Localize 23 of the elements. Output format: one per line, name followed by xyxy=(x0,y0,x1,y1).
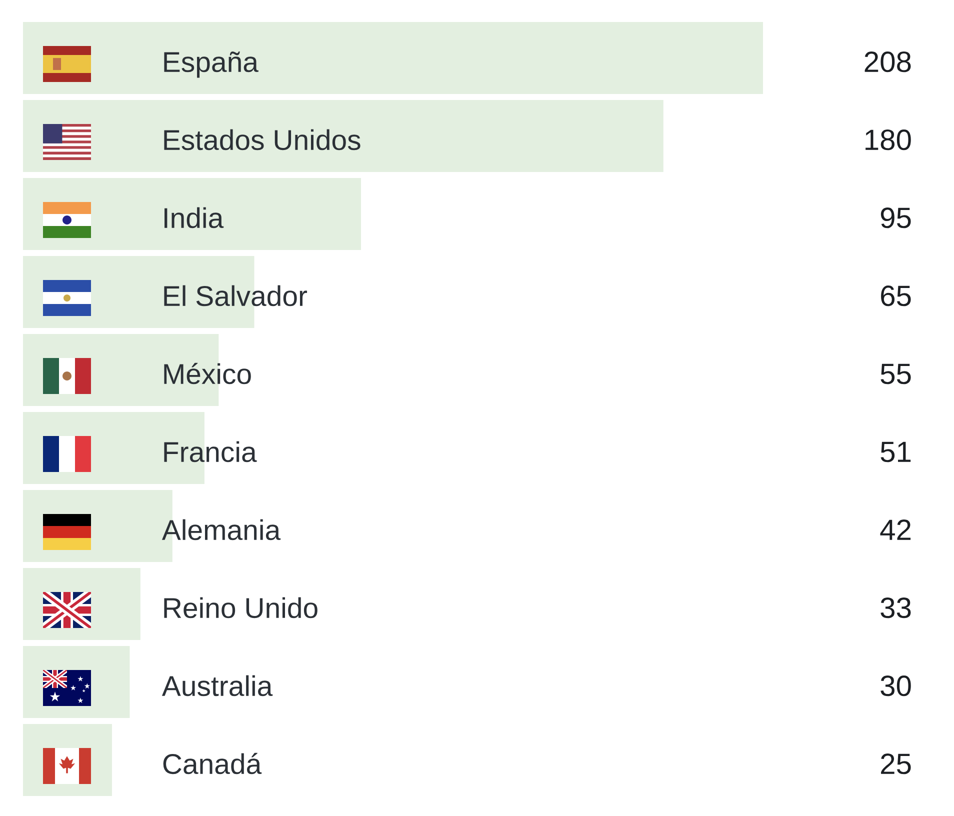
data-label: 208 xyxy=(864,52,911,72)
data-label: 25 xyxy=(881,754,911,774)
data-label: 42 xyxy=(880,520,911,540)
data-label: 95 xyxy=(880,208,911,228)
data-label: 65 xyxy=(881,286,911,306)
y-tick-label: Australia xyxy=(162,675,273,696)
y-tick-label: Francia xyxy=(164,441,257,462)
bar xyxy=(23,178,361,250)
data-label: 55 xyxy=(880,364,911,384)
y-tick-label: Estados Unidos xyxy=(164,129,360,150)
data-label: 30 xyxy=(880,676,911,696)
data-label: 51 xyxy=(880,442,911,462)
y-tick-label: Reino Unido xyxy=(164,597,318,618)
data-label: 33 xyxy=(880,598,911,618)
y-tick-label: España xyxy=(164,51,258,78)
bar xyxy=(23,22,763,94)
y-tick-label: El Salvador xyxy=(164,285,308,306)
y-tick-label: Canadá xyxy=(163,752,262,774)
y-tick-label: México xyxy=(164,362,251,384)
data-label: 180 xyxy=(866,130,911,150)
y-tick-label: India xyxy=(164,207,224,228)
bar xyxy=(23,100,664,172)
y-tick-label: Alemania xyxy=(162,519,281,540)
